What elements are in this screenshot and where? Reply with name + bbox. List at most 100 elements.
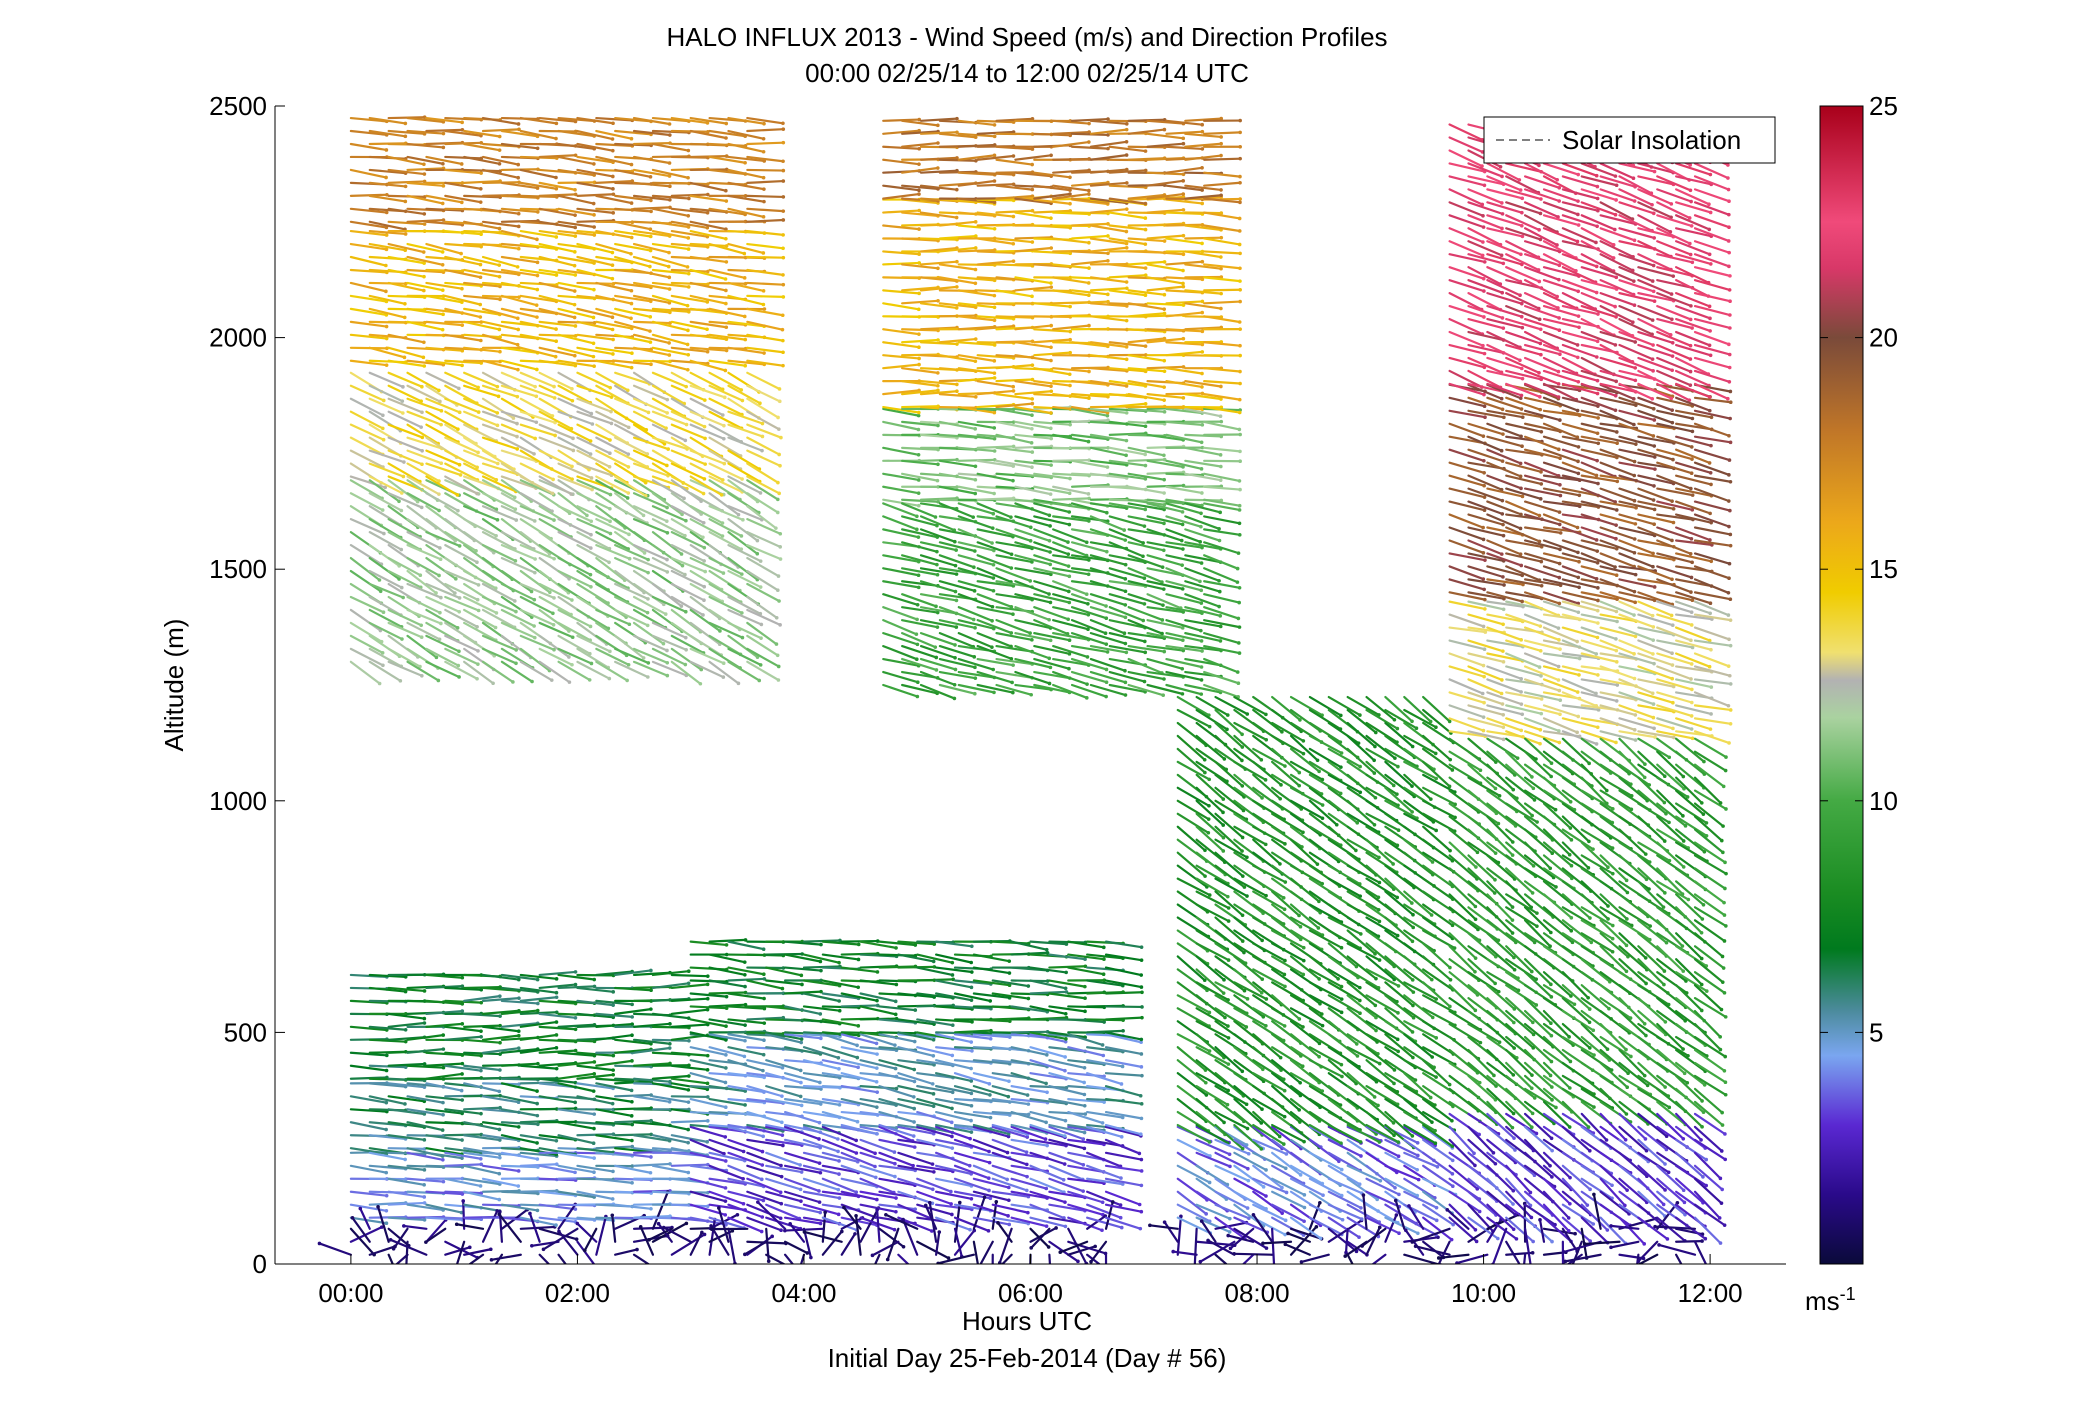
wind-barb-tip — [1139, 1169, 1144, 1173]
wind-barb-tip — [1067, 372, 1072, 377]
wind-barb-tip — [743, 1252, 747, 1257]
wind-barb-tip — [685, 367, 690, 372]
wind-barb-tip — [475, 597, 480, 602]
wind-barb — [632, 1077, 672, 1083]
wind-barb — [481, 155, 520, 166]
wind-barb-tip — [916, 535, 921, 539]
wind-barb-tip — [973, 549, 977, 553]
wind-barb — [425, 985, 464, 990]
wind-barb — [557, 1023, 596, 1028]
wind-barb-tip — [420, 435, 425, 440]
wind-barb-tip — [516, 1029, 521, 1034]
wind-barb-tip — [460, 1022, 465, 1026]
wind-barb-tip — [950, 1134, 954, 1139]
wind-barb — [500, 1062, 539, 1067]
wind-barb — [368, 518, 402, 539]
wind-barb-tip — [667, 287, 672, 291]
wind-barb-tip — [875, 1090, 880, 1094]
wind-barb — [425, 1072, 464, 1080]
wind-barb-tip — [743, 1038, 747, 1043]
wind-barb-tip — [685, 265, 690, 269]
wind-barb-tip — [434, 655, 439, 660]
wind-barb — [463, 449, 499, 465]
wind-barb — [611, 1214, 617, 1243]
wind-barb-tip — [936, 141, 940, 145]
wind-barb-tip — [836, 1187, 841, 1192]
wind-barb-tip — [916, 452, 921, 457]
wind-barb — [576, 1082, 615, 1090]
wind-barb-tip — [536, 1122, 540, 1127]
wind-barb — [349, 410, 384, 430]
wind-barb-tip — [379, 1225, 384, 1229]
wind-barb-tip — [1139, 1132, 1143, 1137]
wind-barb — [538, 970, 577, 977]
wind-barb — [444, 1064, 483, 1072]
wind-barb — [500, 1121, 539, 1126]
wind-barb-tip — [723, 1159, 728, 1163]
wind-barb — [481, 307, 519, 320]
wind-barb-tip — [1084, 696, 1089, 700]
wind-barb-tip — [935, 562, 939, 567]
wind-barb — [557, 1121, 596, 1130]
wind-barb-tip — [1009, 552, 1014, 557]
wind-barb-tip — [894, 1086, 899, 1091]
wind-barb-tip — [875, 1105, 879, 1109]
wind-barb — [463, 518, 498, 537]
wind-barb-tip — [575, 1221, 580, 1226]
wind-barb — [387, 168, 426, 176]
wind-barb-tip — [530, 679, 534, 684]
wind-barb-tip — [770, 1234, 774, 1239]
wind-barb — [481, 1121, 520, 1129]
wind-barb-tip — [706, 1095, 710, 1099]
wind-barb-tip — [495, 461, 500, 466]
wind-barb-tip — [702, 584, 707, 589]
wind-barb — [406, 1048, 445, 1054]
wind-barb-tip — [969, 1118, 973, 1123]
wind-barb — [349, 320, 388, 328]
wind-barb-tip — [1076, 1259, 1080, 1264]
wind-barb — [425, 410, 460, 431]
wind-barb-tip — [457, 596, 462, 600]
wind-barb-tip — [495, 384, 500, 389]
wind-barb-tip — [1049, 389, 1054, 394]
wind-barb-tip — [535, 210, 540, 214]
wind-barb-tip — [403, 1027, 408, 1032]
wind-barb-tip — [589, 411, 594, 416]
wind-barb-tip — [969, 1103, 974, 1108]
wind-barb-tip — [536, 1001, 540, 1006]
wind-barb-tip — [626, 662, 631, 667]
wind-barb-tip — [611, 337, 615, 342]
wind-barb — [463, 1248, 492, 1256]
wind-barb-tip — [535, 1208, 540, 1213]
wind-barb-tip — [437, 479, 441, 483]
wind-barb-tip — [668, 198, 672, 202]
wind-barb — [349, 634, 384, 654]
wind-barb-tip — [1063, 1011, 1068, 1016]
wind-barb — [746, 168, 785, 172]
wind-barb-tip — [873, 1151, 877, 1156]
wind-barb-tip — [1087, 188, 1091, 193]
wind-barb-tip — [781, 209, 786, 213]
wind-barb — [425, 608, 459, 629]
wind-barb-tip — [460, 1156, 464, 1160]
wind-barb — [576, 1121, 615, 1126]
wind-barb — [349, 207, 388, 214]
wind-barb — [444, 268, 482, 279]
wind-barb-tip — [837, 999, 841, 1003]
wind-barb-tip — [1049, 358, 1053, 363]
wind-barb — [463, 281, 502, 288]
wind-barb-tip — [377, 681, 382, 686]
wind-barb-tip — [668, 1041, 672, 1046]
wind-barb — [519, 973, 558, 980]
wind-barb-tip — [1049, 463, 1053, 467]
wind-barb — [500, 582, 536, 601]
wind-barb-tip — [894, 946, 898, 950]
wind-barb-tip — [591, 1141, 596, 1146]
wind-barb-tip — [1104, 642, 1109, 646]
wind-barb — [463, 1164, 501, 1175]
wind-barb — [481, 333, 519, 346]
wind-barb-tip — [760, 1215, 765, 1219]
wind-barb-tip — [901, 1244, 906, 1249]
wind-barb-tip — [1063, 986, 1068, 991]
wind-barb-tip — [1026, 1102, 1031, 1106]
